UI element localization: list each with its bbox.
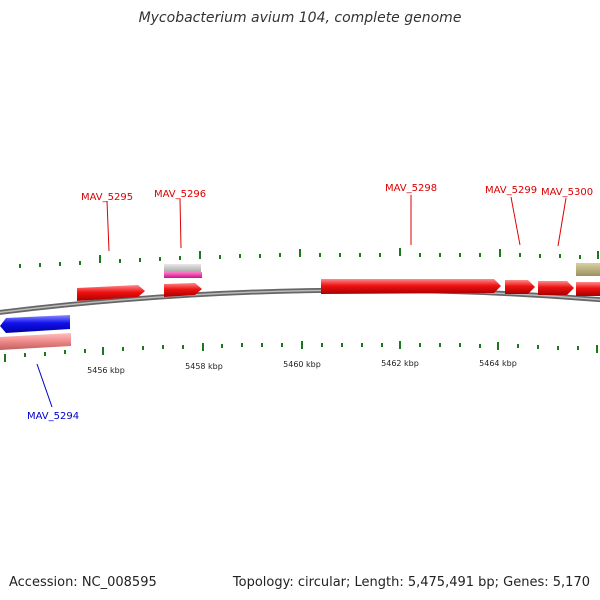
- tick-label: 5460 kbp: [283, 360, 321, 369]
- gene-label-mav-5298: MAV_5298: [385, 183, 437, 194]
- gene-feature-mav-5298[interactable]: [321, 279, 501, 294]
- gene-label-mav-5300: MAV_5300: [541, 187, 593, 198]
- tick-label: 5456 kbp: [87, 366, 125, 375]
- leader-mav-5296: [179, 198, 182, 249]
- gene-feature-mav-5296[interactable]: [164, 283, 202, 297]
- gene-feature-edge[interactable]: [576, 282, 600, 296]
- gene-label-mav-5295: MAV_5295: [81, 192, 133, 203]
- outer-tick-row: [19, 248, 599, 268]
- gene-label-mav-5299: MAV_5299: [485, 185, 537, 196]
- tick-label: 5464 kbp: [479, 359, 517, 368]
- inner-tick-row: [4, 341, 598, 362]
- misc-feature-magenta[interactable]: [164, 272, 202, 278]
- genome-title: Mycobacterium avium 104, complete genome: [138, 10, 462, 26]
- genome-summary-text: Topology: circular; Length: 5,475,491 bp…: [232, 575, 590, 590]
- leader-mav-5294: [36, 363, 53, 408]
- rna-feature-grey[interactable]: [164, 264, 201, 272]
- label-leaders: [36, 195, 567, 408]
- backbone-inner: [0, 289, 600, 314]
- gene-feature-mav-5300[interactable]: [538, 281, 574, 295]
- rna-feature-reverse[interactable]: [0, 333, 71, 350]
- tick-label: 5462 kbp: [381, 359, 419, 368]
- leader-mav-5295: [106, 200, 110, 252]
- gene-feature-mav-5295[interactable]: [77, 285, 145, 301]
- gene-feature-mav-5299[interactable]: [505, 280, 535, 294]
- tick-label: 5458 kbp: [185, 362, 223, 371]
- leader-mav-5300: [557, 197, 567, 247]
- gene-label-mav-5296: MAV_5296: [154, 189, 206, 200]
- accession-text: Accession: NC_008595: [9, 575, 157, 590]
- other-feature-olive[interactable]: [576, 263, 600, 276]
- gene-feature-mav-5294[interactable]: [0, 315, 70, 333]
- leader-mav-5299: [510, 196, 521, 246]
- gene-label-mav-5294: MAV_5294: [27, 411, 79, 422]
